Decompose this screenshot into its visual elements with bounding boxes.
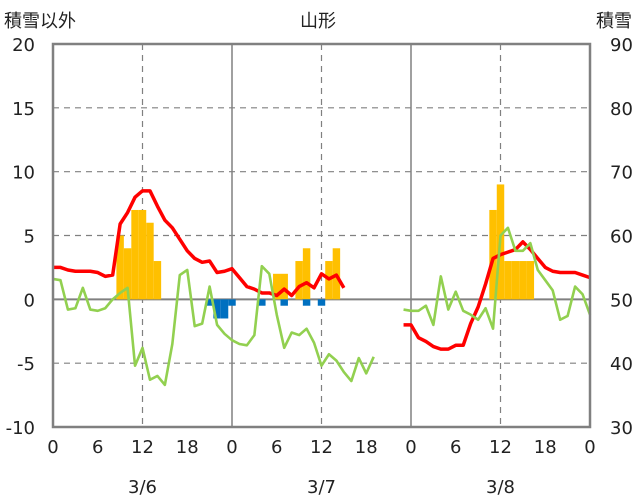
y-right-tick-label: 30 xyxy=(610,418,633,439)
bar xyxy=(138,209,147,300)
y-left-tick-label: 15 xyxy=(12,99,35,120)
y-right-tick-label: 50 xyxy=(610,290,633,311)
y-left-tick-label: 5 xyxy=(24,227,35,248)
y-left-tick-label: 10 xyxy=(12,163,35,184)
line-series xyxy=(52,189,592,387)
series-line xyxy=(52,264,375,387)
bar xyxy=(489,209,497,300)
bar xyxy=(205,299,214,306)
x-tick-label: 0 xyxy=(47,437,58,458)
x-tick-label: 0 xyxy=(226,437,237,458)
bar xyxy=(228,299,236,306)
bar xyxy=(116,235,124,300)
y-right-tick-label: 70 xyxy=(610,163,633,184)
date-label: 3/7 xyxy=(307,477,336,498)
x-tick-label: 6 xyxy=(450,437,461,458)
date-label: 3/6 xyxy=(128,477,157,498)
bar xyxy=(526,261,535,300)
bar xyxy=(317,299,326,306)
bar xyxy=(146,222,154,300)
x-tick-label: 0 xyxy=(584,437,595,458)
y-left-tick-label: 0 xyxy=(24,290,35,311)
y-left-tick-label: -5 xyxy=(17,354,35,375)
bar xyxy=(504,261,512,300)
bar xyxy=(295,261,303,300)
bar xyxy=(213,299,221,319)
y-left-tick-label: 20 xyxy=(12,35,35,56)
series-line xyxy=(53,189,346,298)
x-tick-label: 6 xyxy=(271,437,282,458)
bar xyxy=(131,209,139,300)
x-tick-label: 12 xyxy=(489,437,512,458)
y-right-title: 積雪 xyxy=(596,11,632,32)
x-tick-label: 18 xyxy=(176,437,199,458)
bar xyxy=(511,261,520,300)
y-right-tick-label: 80 xyxy=(610,99,633,120)
y-right-tick-label: 90 xyxy=(610,35,633,56)
bar xyxy=(220,299,229,319)
bar xyxy=(302,299,311,306)
bar xyxy=(302,248,311,300)
x-tick-label: 12 xyxy=(310,437,333,458)
bar xyxy=(153,261,162,300)
x-tick-label: 18 xyxy=(355,437,378,458)
bar xyxy=(273,273,281,300)
y-right-tick-label: 40 xyxy=(610,354,633,375)
y-left-title: 積雪以外 xyxy=(4,11,76,32)
y-right-tick-label: 60 xyxy=(610,227,633,248)
x-tick-label: 18 xyxy=(534,437,557,458)
x-tick-label: 6 xyxy=(92,437,103,458)
bar xyxy=(123,248,132,300)
bar xyxy=(519,261,527,300)
date-label: 3/8 xyxy=(486,477,515,498)
y-left-tick-label: -10 xyxy=(6,418,35,439)
series-line xyxy=(403,240,591,351)
bar xyxy=(258,299,266,306)
bar xyxy=(280,273,288,300)
series-line xyxy=(403,226,592,330)
plot-frame xyxy=(51,42,592,429)
x-tick-label: 0 xyxy=(405,437,416,458)
x-tick-label: 12 xyxy=(131,437,154,458)
bar xyxy=(280,299,288,306)
plot-border xyxy=(51,42,592,429)
chart-title: 山形 xyxy=(300,11,336,32)
